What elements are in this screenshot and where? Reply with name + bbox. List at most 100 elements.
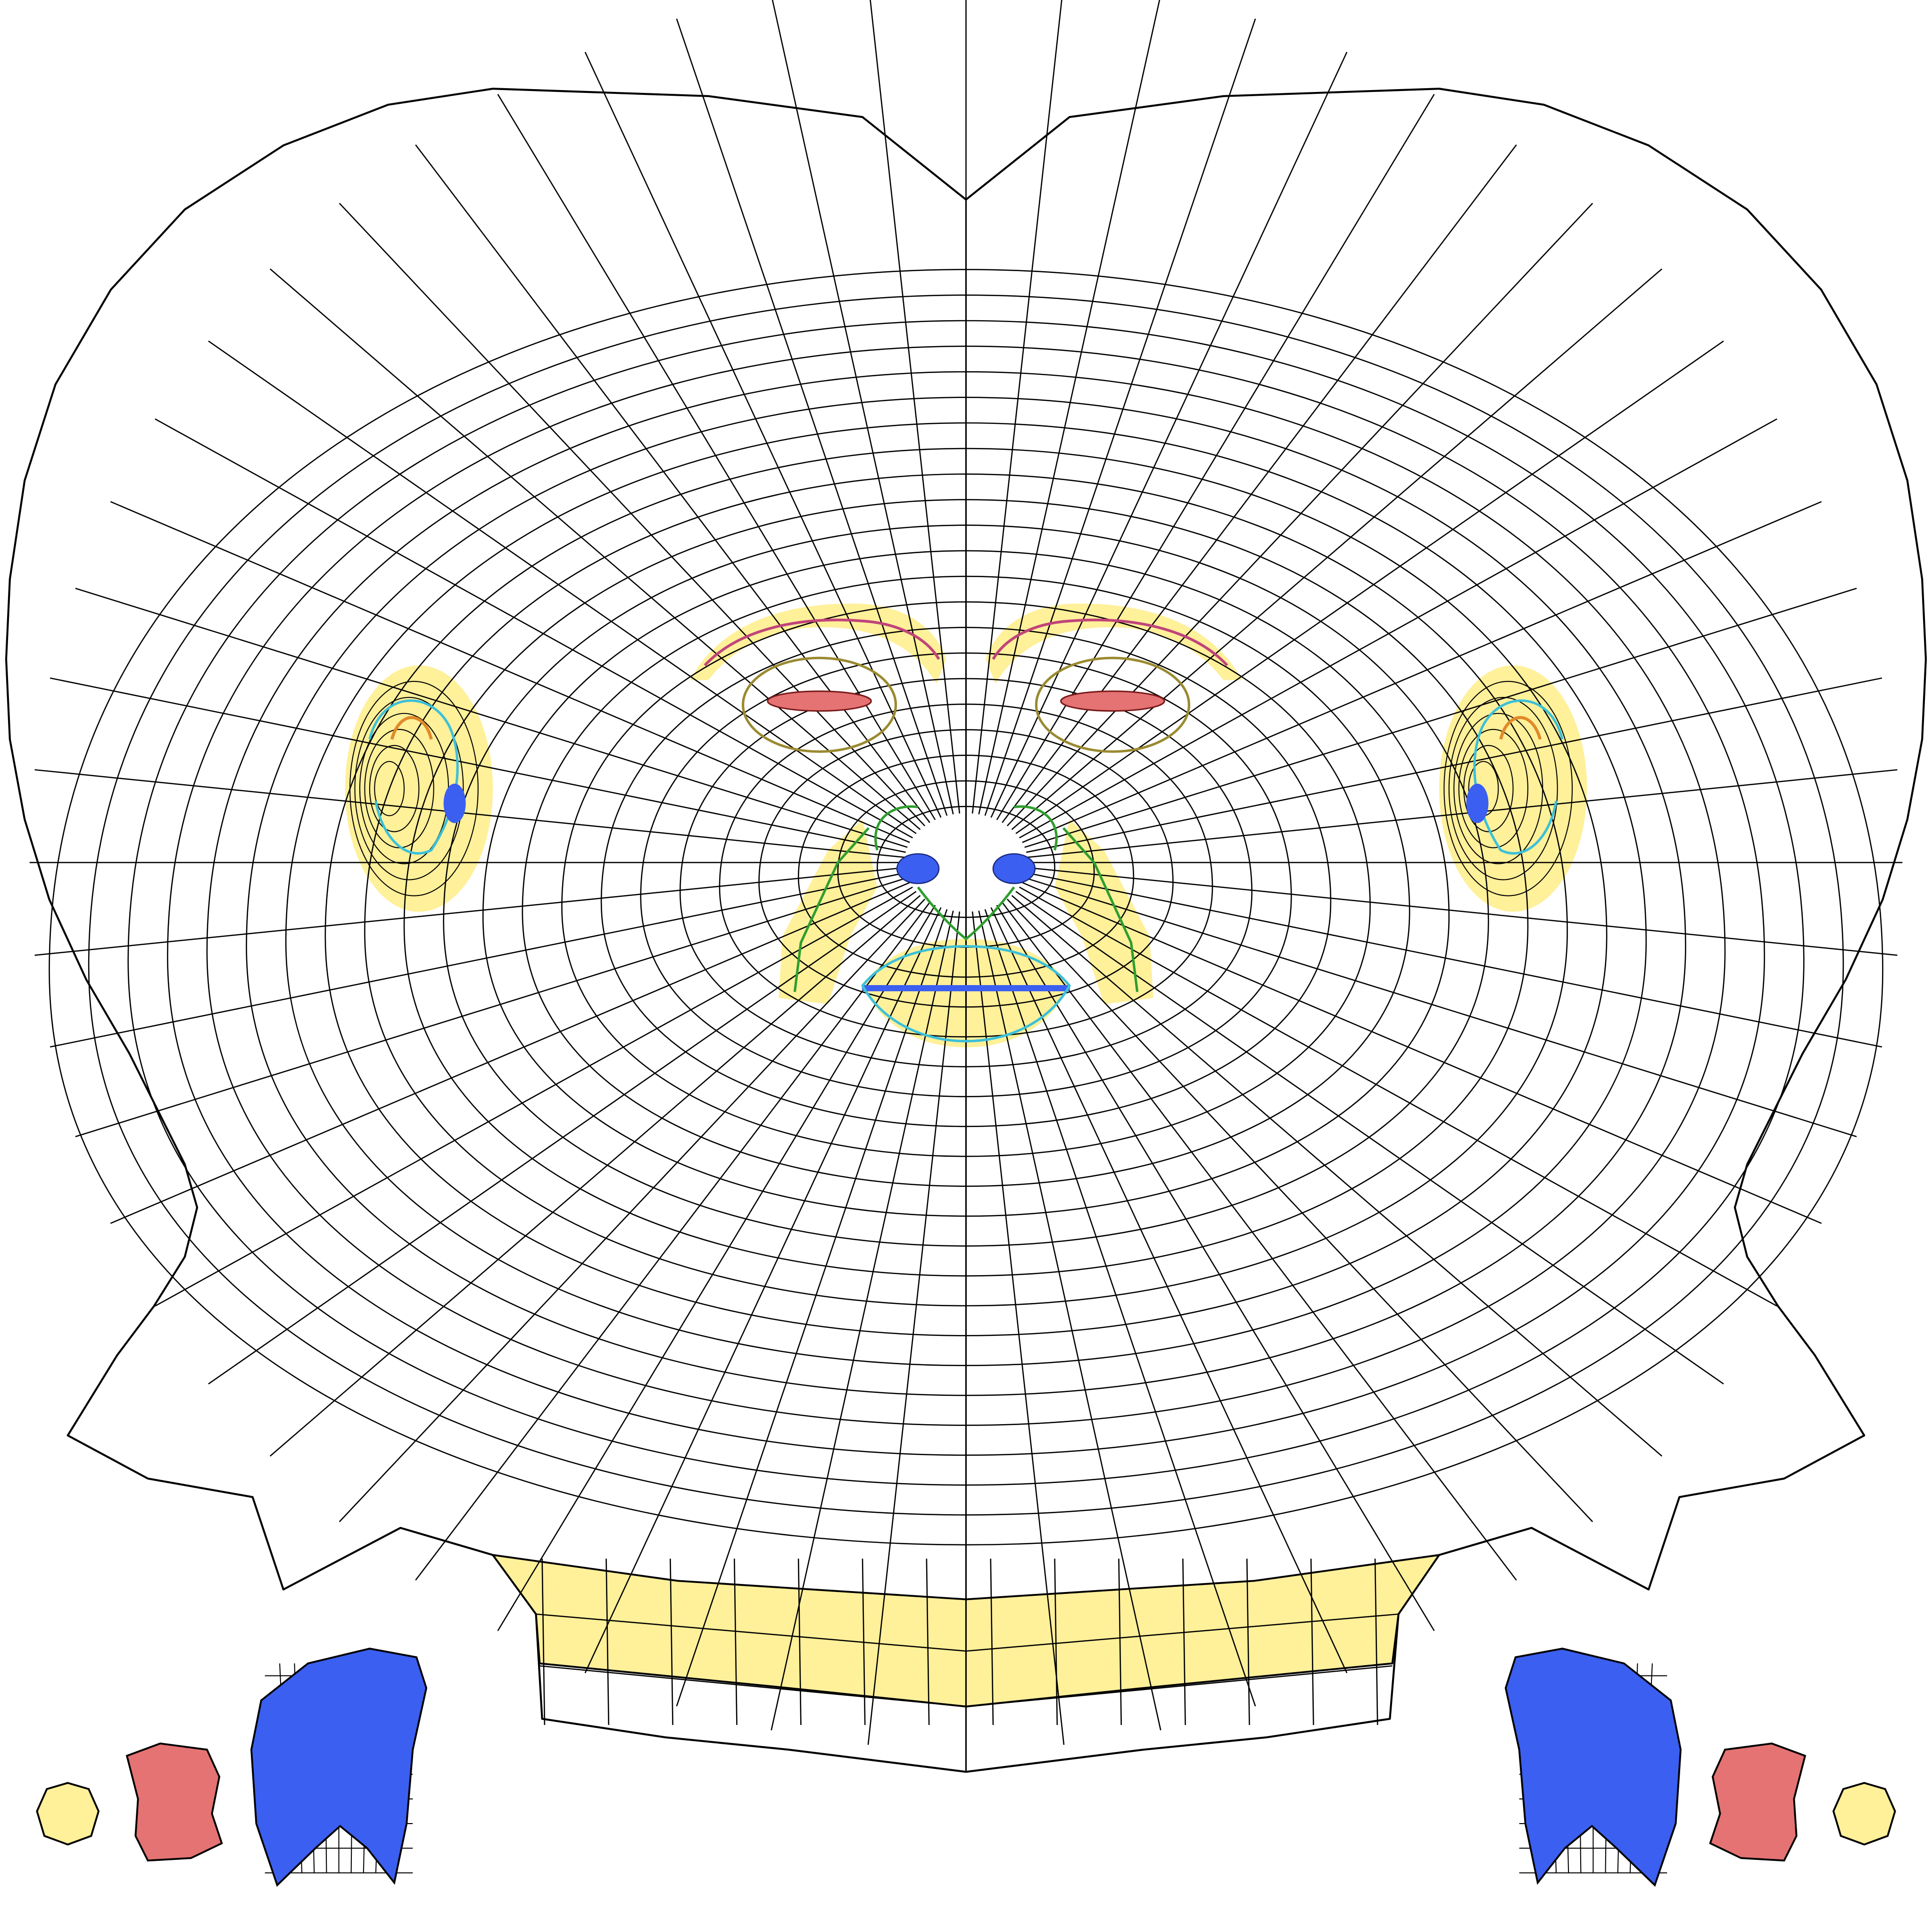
right-eye	[1060, 690, 1165, 712]
wire-edge	[374, 761, 405, 816]
wire-edge	[339, 898, 926, 1522]
wire-edge	[88, 294, 1844, 1516]
wire-edge	[670, 1559, 673, 1725]
wire-edge	[984, 18, 1256, 816]
right-eyeball	[1832, 1782, 1896, 1846]
wire-edge	[269, 268, 921, 830]
wire-edge	[110, 501, 910, 843]
wire-edge	[167, 346, 1765, 1456]
wire-edge	[926, 1559, 930, 1725]
wire-edge	[75, 877, 908, 1137]
wire-edge	[1453, 713, 1543, 864]
right-tongue	[1504, 1648, 1682, 1887]
wire-edge	[34, 769, 905, 858]
wire-edge	[246, 397, 1686, 1396]
wire-edge	[324, 448, 1608, 1336]
wire-edge	[1024, 588, 1857, 848]
wire-edge	[984, 909, 1256, 1707]
wire-edge	[1027, 867, 1898, 956]
left-tongue	[250, 1648, 428, 1887]
left-ear-orange	[390, 716, 433, 740]
wire-edge	[482, 550, 1450, 1217]
wire-edge	[584, 51, 942, 818]
wire-edge	[443, 524, 1489, 1247]
wire-edge	[1011, 895, 1663, 1457]
wire-edge	[676, 909, 948, 1707]
wire-edge	[1019, 418, 1777, 838]
wire-edge	[539, 1665, 1393, 1708]
wire-edge	[403, 499, 1529, 1277]
wire-edge	[771, 910, 954, 1731]
wire-edge	[1118, 1559, 1122, 1725]
wire-edge	[733, 1559, 738, 1725]
wire-edge	[110, 882, 910, 1224]
wire-edge	[50, 677, 906, 853]
wire-edge	[354, 697, 464, 880]
wire-edge	[1443, 680, 1573, 896]
wire-edge	[155, 418, 913, 838]
wire-edge	[990, 1559, 994, 1725]
wire-edge	[971, 911, 1065, 1745]
wire-edge	[640, 652, 1292, 1097]
wire-edge	[1310, 1559, 1314, 1725]
wire-edge	[561, 601, 1371, 1157]
wire-edge	[771, 0, 954, 815]
wire-edge	[1019, 887, 1777, 1307]
left-ear-canal	[443, 783, 466, 823]
wire-edge	[1024, 877, 1857, 1137]
wire-edge	[50, 872, 906, 1048]
wire-edge	[990, 51, 1348, 818]
wire-edge	[497, 904, 936, 1631]
wire-edge	[1006, 203, 1593, 827]
wire-edge	[34, 867, 905, 956]
wire-edge	[285, 422, 1647, 1366]
wire-edge	[676, 18, 948, 816]
nasolabial-line	[793, 827, 1139, 992]
wire-edge	[155, 887, 913, 1307]
wire-edge	[1015, 340, 1724, 834]
right-ear-inner	[1473, 699, 1564, 855]
wire-edge	[208, 340, 917, 834]
nasolabial-area-right	[1054, 819, 1153, 1004]
wire-edge	[536, 1613, 1399, 1652]
lip-ring	[861, 945, 1071, 1043]
left-ear-inner	[368, 699, 459, 855]
wire-edge	[364, 473, 1568, 1307]
left-gum	[125, 1742, 223, 1862]
left-eyeball	[36, 1782, 100, 1846]
left-brow-line	[704, 618, 940, 666]
wire-edge	[1022, 501, 1822, 843]
wire-edge	[797, 1559, 802, 1725]
wire-edge	[971, 0, 1062, 814]
nose-outline	[874, 805, 1058, 941]
wire-edge	[269, 895, 921, 1457]
right-ear-canal	[1466, 783, 1489, 823]
wire-edge	[978, 910, 1161, 1731]
wire-edge	[1448, 697, 1558, 880]
right-brow-line	[992, 618, 1228, 666]
wire-edge	[870, 0, 961, 814]
wire-edge	[877, 806, 1055, 918]
nasolabial-area	[779, 819, 878, 1004]
right-nostril	[992, 853, 1036, 884]
wire-edge	[1002, 902, 1517, 1581]
wire-edge	[1182, 1559, 1186, 1725]
wire-edge	[339, 203, 926, 827]
wire-edge	[1026, 677, 1882, 853]
wire-edge	[600, 627, 1332, 1128]
left-nostril	[896, 853, 940, 884]
wire-edge	[541, 1559, 546, 1725]
wire-edge	[522, 575, 1410, 1187]
right-eye-ring	[1035, 656, 1191, 753]
right-ear-orange	[1499, 716, 1542, 740]
wire-edge	[369, 745, 420, 832]
wire-edge	[1246, 1559, 1250, 1725]
wire-edge	[364, 729, 434, 848]
wire-edge	[996, 904, 1435, 1631]
wire-edge	[584, 907, 942, 1674]
left-eye-ring	[741, 656, 897, 753]
wire-edge	[1374, 1559, 1378, 1725]
wire-edge	[1458, 729, 1529, 848]
wire-edge	[867, 911, 961, 1745]
